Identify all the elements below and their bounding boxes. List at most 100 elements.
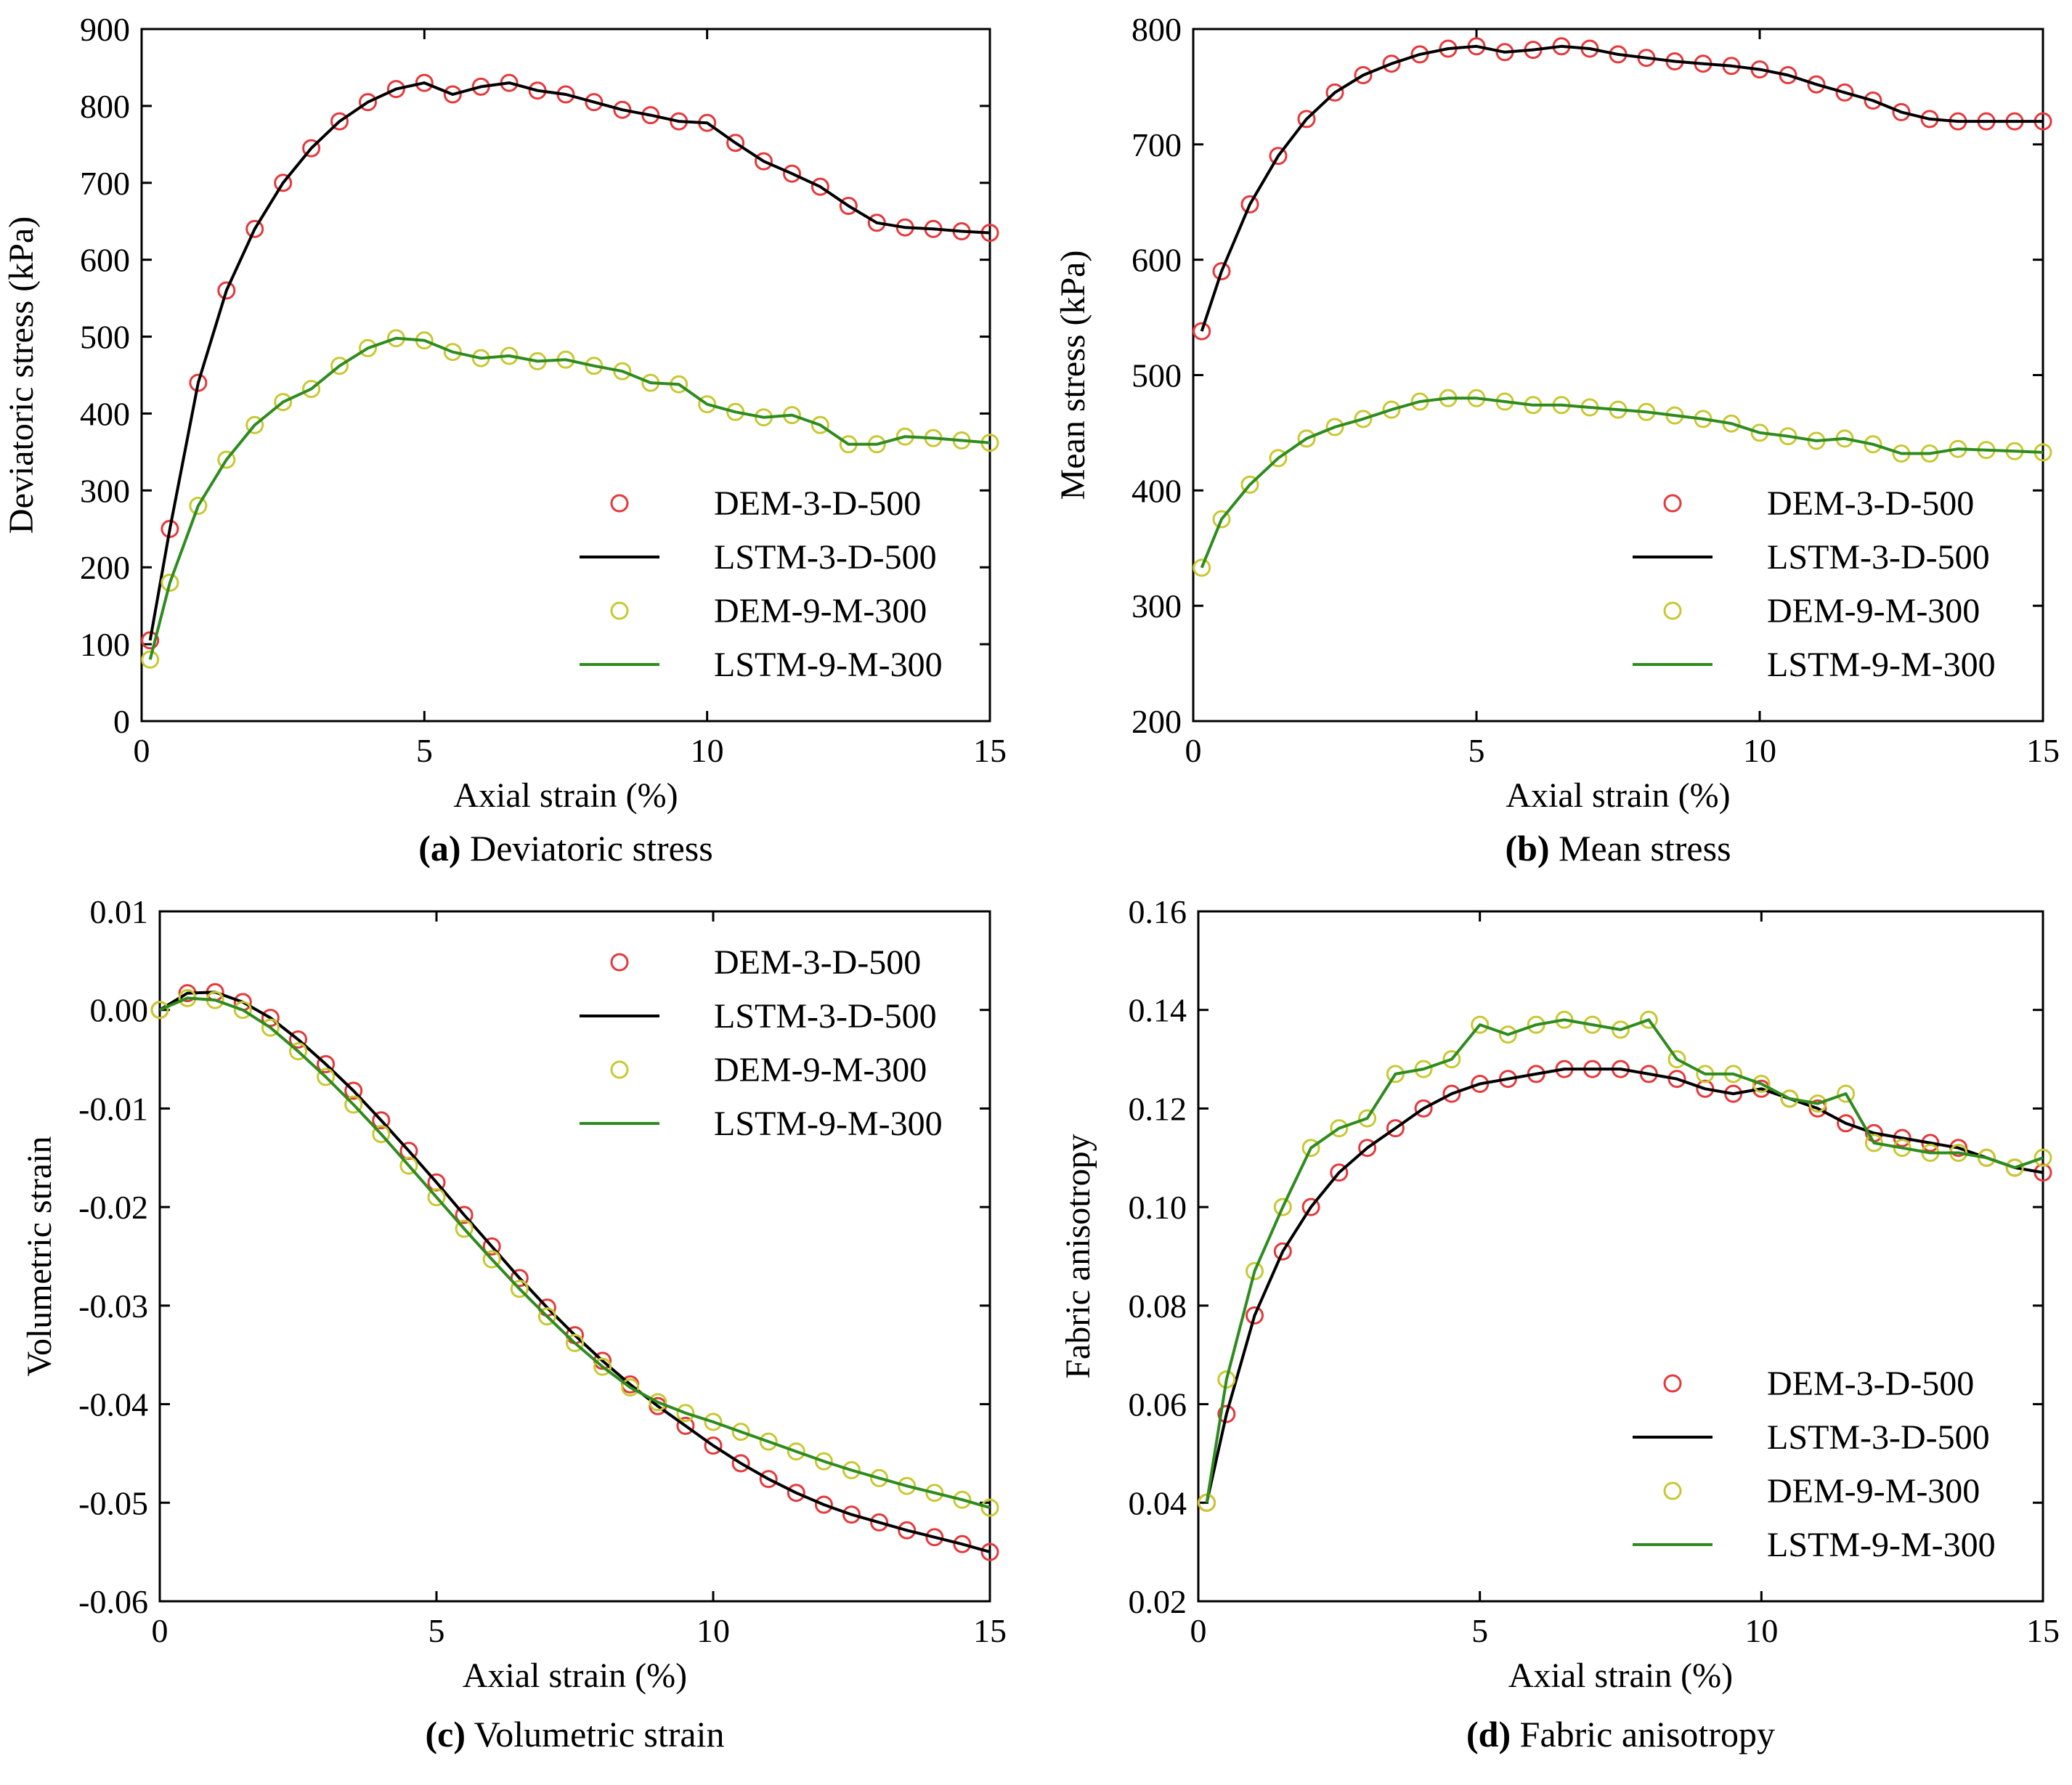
- legend: DEM-3-D-500 LSTM-3-D-500 DEM-9-M-300 LSTM-9…: [580, 943, 943, 1143]
- series-lstm-3-d-500: [148, 81, 991, 641]
- legend-item: LSTM-3-D-500: [580, 538, 937, 577]
- data-point: [1301, 1198, 1320, 1216]
- data-point: [1639, 1010, 1658, 1029]
- data-point: [399, 1156, 418, 1175]
- data-point: [676, 1404, 695, 1423]
- series-lstm-3-d-500: [1205, 1068, 2044, 1503]
- data-point: [1498, 1025, 1517, 1044]
- y-tick-label: -0.06: [78, 1583, 148, 1620]
- data-point: [399, 1142, 418, 1160]
- legend-label: LSTM-3-D-500: [1767, 1418, 1990, 1457]
- legend-item: DEM-9-M-300: [1663, 1472, 1980, 1510]
- y-tick-label: 500: [80, 319, 130, 356]
- data-point: [1752, 1075, 1771, 1093]
- legend-item: LSTM-3-D-500: [1633, 1418, 1990, 1457]
- data-point: [759, 1470, 778, 1489]
- caption-gap: [466, 1714, 474, 1754]
- y-axis-title: Mean stress (kPa): [1054, 251, 1092, 500]
- data-point: [274, 174, 293, 192]
- y-tick-label: -0.03: [78, 1288, 148, 1325]
- caption-gap: [461, 828, 471, 869]
- legend-item: LSTM-9-M-300: [580, 646, 943, 684]
- legend-label: DEM-9-M-300: [714, 592, 927, 630]
- series-dem-3-d-500: [1193, 37, 2052, 341]
- data-point: [613, 100, 632, 119]
- data-point: [1212, 510, 1231, 529]
- data-point: [1325, 418, 1344, 436]
- data-point: [1330, 1163, 1349, 1182]
- y-tick-label: 200: [80, 549, 130, 586]
- data-point: [274, 393, 293, 412]
- data-point: [386, 80, 405, 99]
- data-point: [1354, 66, 1373, 84]
- data-point: [810, 177, 829, 196]
- data-point: [898, 1476, 917, 1495]
- plot-frame: [158, 910, 991, 1603]
- data-point: [1864, 92, 1882, 110]
- data-point: [842, 1505, 861, 1524]
- caption-text: Mean stress: [1559, 828, 1731, 869]
- panel-caption: (a) Deviatoric stress: [418, 828, 712, 869]
- y-tick-label: 0.00: [90, 992, 149, 1029]
- data-point: [704, 1436, 723, 1455]
- chart-panel-c: 0.01 0.00 -0.01 -0.02 -0.03 -0.04 -0.05 -0.060 5…: [20, 893, 1007, 1754]
- data-point: [593, 1357, 612, 1376]
- legend-label: LSTM-9-M-300: [714, 1105, 943, 1143]
- data-point: [150, 1001, 169, 1020]
- legend-item: LSTM-3-D-500: [1633, 538, 1990, 577]
- y-tick-label: -0.01: [78, 1090, 148, 1127]
- data-point: [1297, 110, 1316, 129]
- x-axis-title: Axial strain (%): [1508, 1656, 1733, 1695]
- caption-text: Fabric anisotropy: [1520, 1714, 1775, 1754]
- data-point: [1330, 1119, 1349, 1138]
- data-point: [317, 1068, 336, 1086]
- data-point: [372, 1111, 391, 1130]
- y-tick-label: 0.01: [90, 893, 149, 930]
- legend-item: DEM-3-D-500: [610, 943, 921, 982]
- data-point: [1837, 1084, 1856, 1103]
- y-axis-title: Volumetric strain: [20, 1136, 59, 1376]
- data-point: [261, 1009, 280, 1028]
- legend-label: DEM-9-M-300: [1767, 592, 1980, 630]
- y-tick-label: 900: [80, 11, 130, 48]
- data-point: [302, 139, 321, 158]
- panel-caption: (c) Volumetric strain: [426, 1714, 725, 1754]
- y-tick-label: -0.02: [78, 1189, 148, 1226]
- data-point: [1386, 1119, 1405, 1138]
- data-point: [676, 1416, 695, 1435]
- data-point: [1892, 102, 1911, 121]
- data-point: [1835, 83, 1854, 102]
- data-point: [613, 362, 632, 381]
- legend-label: DEM-3-D-500: [714, 484, 921, 523]
- x-tick-label: 5: [1468, 732, 1485, 769]
- data-point: [302, 380, 321, 399]
- data-point: [649, 1393, 667, 1412]
- data-point: [1240, 195, 1259, 214]
- caption-tag: (c): [426, 1714, 466, 1754]
- legend-label: LSTM-3-D-500: [714, 997, 937, 1036]
- legend-item: DEM-9-M-300: [610, 1051, 927, 1089]
- data-point: [726, 402, 745, 421]
- legend-label: LSTM-9-M-300: [1767, 1526, 1996, 1564]
- y-axis-title: Fabric anisotropy: [1059, 1134, 1097, 1378]
- caption-tag: (d): [1466, 1714, 1511, 1754]
- legend-label: DEM-3-D-500: [1767, 484, 1974, 523]
- data-point: [953, 1490, 972, 1509]
- y-tick-label: 300: [80, 472, 130, 509]
- data-point: [1273, 1242, 1292, 1261]
- legend-label: LSTM-9-M-300: [1767, 646, 1996, 684]
- y-tick-label: 0.14: [1129, 992, 1187, 1029]
- data-point: [344, 1081, 363, 1100]
- data-point: [870, 1513, 889, 1532]
- y-tick-label: -0.05: [78, 1484, 148, 1521]
- data-point: [1273, 1198, 1292, 1216]
- x-tick-label: 5: [416, 732, 433, 769]
- data-point: [1354, 410, 1373, 428]
- data-point: [698, 395, 717, 414]
- data-point: [925, 1528, 944, 1547]
- y-tick-label: 0: [113, 703, 130, 740]
- y-tick-label: 200: [1132, 703, 1182, 740]
- series-line: [1205, 1068, 2044, 1503]
- x-tick-label: 15: [2026, 732, 2060, 769]
- series-line: [148, 336, 991, 660]
